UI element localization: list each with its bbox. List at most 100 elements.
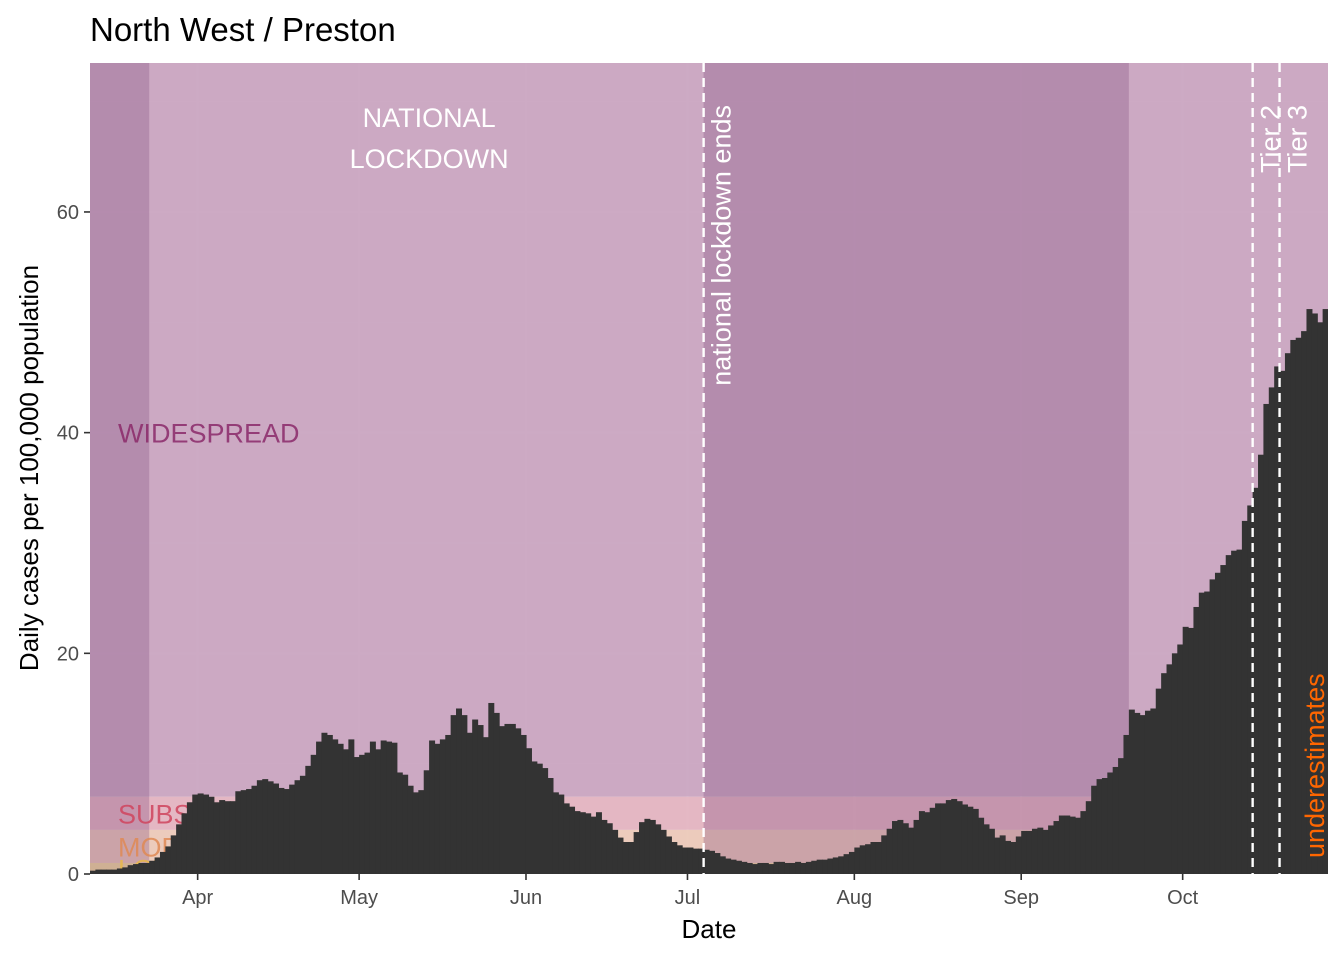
- bar: [348, 739, 355, 874]
- bar: [213, 802, 220, 874]
- bar: [310, 754, 317, 874]
- bar: [305, 765, 312, 874]
- bar: [832, 857, 839, 874]
- plot-area: WIDESPREADSUBSTANTIALMODERATELOWNATIONAL…: [90, 63, 1339, 874]
- bar: [1290, 339, 1297, 874]
- bar: [278, 787, 285, 874]
- bar: [111, 869, 118, 874]
- bar: [945, 800, 952, 874]
- bar: [795, 861, 802, 874]
- bar: [525, 748, 532, 874]
- bar: [1171, 653, 1178, 874]
- bar: [1193, 606, 1200, 874]
- bar: [1128, 709, 1135, 874]
- bar: [170, 835, 177, 874]
- bar: [789, 862, 796, 874]
- bar: [445, 734, 452, 874]
- bar: [579, 812, 586, 874]
- bar: [1241, 520, 1248, 874]
- bar: [595, 812, 602, 874]
- bar: [90, 870, 96, 874]
- bar: [100, 869, 107, 874]
- bar: [219, 800, 226, 874]
- bar: [773, 861, 780, 874]
- bar: [719, 856, 726, 874]
- bar: [208, 796, 215, 874]
- bar: [246, 789, 253, 874]
- bar: [294, 780, 301, 874]
- shaded-period-0: [90, 63, 150, 874]
- bar: [924, 812, 931, 874]
- bar: [364, 752, 371, 874]
- bar: [1333, 281, 1339, 874]
- bar: [224, 801, 231, 874]
- y-tick-label: 60: [57, 202, 79, 224]
- bar: [240, 790, 247, 874]
- bar: [127, 865, 134, 874]
- bar: [639, 822, 646, 874]
- bar: [1021, 830, 1028, 874]
- annotation-lockdown: LOCKDOWN: [350, 144, 509, 174]
- bar: [342, 749, 349, 874]
- bar: [456, 708, 462, 874]
- bar: [988, 828, 995, 874]
- bar: [622, 842, 629, 874]
- bar: [768, 864, 775, 874]
- bar: [289, 784, 296, 874]
- bar: [299, 775, 306, 874]
- bar: [1236, 549, 1243, 874]
- bar: [1247, 505, 1254, 874]
- bar: [106, 869, 113, 874]
- bar: [1166, 664, 1173, 874]
- bar: [714, 853, 721, 874]
- bar: [138, 862, 145, 874]
- bar: [983, 824, 990, 874]
- bar: [1188, 627, 1195, 874]
- bar: [569, 806, 576, 874]
- bar: [1048, 825, 1055, 874]
- bar: [735, 860, 742, 874]
- bar: [660, 829, 667, 874]
- bar: [1134, 712, 1141, 874]
- bar: [380, 740, 387, 874]
- bar: [1123, 734, 1130, 874]
- bar: [1026, 830, 1033, 874]
- bar: [235, 791, 242, 874]
- bar: [499, 726, 506, 874]
- bar: [165, 846, 172, 874]
- bar: [1252, 487, 1259, 874]
- bar: [918, 811, 925, 874]
- bar: [353, 757, 360, 874]
- y-tick-label: 20: [57, 643, 79, 665]
- bar: [1225, 555, 1232, 874]
- bar: [1279, 370, 1286, 874]
- bar: [396, 772, 403, 874]
- bar: [1204, 591, 1211, 874]
- bar: [1101, 778, 1108, 874]
- bar: [515, 728, 522, 874]
- y-tick-label: 40: [57, 423, 79, 445]
- axes: 0 20 40 60 Apr May Jun Jul Aug Sep Oct: [57, 202, 1199, 909]
- x-axis-label: Date: [682, 914, 737, 944]
- bar: [1268, 387, 1275, 874]
- bar: [886, 828, 893, 874]
- bar: [585, 813, 592, 874]
- bar: [698, 848, 705, 874]
- bar: [1182, 626, 1189, 874]
- bar: [95, 869, 102, 874]
- x-tick-label: Sep: [1003, 887, 1039, 909]
- bar: [762, 862, 769, 874]
- bar: [676, 845, 683, 874]
- bar: [972, 808, 979, 874]
- bar: [978, 817, 985, 874]
- bar: [149, 860, 156, 874]
- bar: [1274, 366, 1281, 874]
- x-tick-label: Aug: [837, 887, 873, 909]
- bar: [870, 842, 877, 874]
- bar: [542, 768, 549, 874]
- bar: [865, 844, 872, 874]
- bar: [563, 803, 570, 874]
- bar: [552, 792, 559, 874]
- bar: [692, 848, 699, 874]
- bar: [709, 850, 715, 874]
